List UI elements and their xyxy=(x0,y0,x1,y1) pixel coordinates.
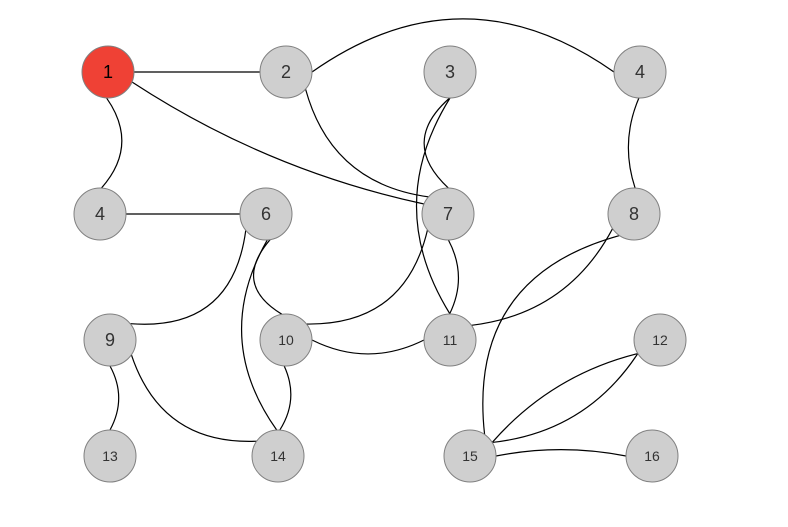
edge xyxy=(448,240,458,314)
edge xyxy=(492,354,638,443)
graph-node: 3 xyxy=(424,46,476,98)
node-label: 7 xyxy=(443,204,453,224)
edge xyxy=(132,82,424,204)
node-label: 4 xyxy=(635,62,645,82)
graph-node: 2 xyxy=(260,46,312,98)
edge xyxy=(306,89,429,197)
graph-node: 8 xyxy=(608,188,660,240)
edge xyxy=(131,355,256,442)
graph-node: 6 xyxy=(240,188,292,240)
nodes-layer: 12344678910111213141516 xyxy=(74,46,686,482)
node-label: 9 xyxy=(105,330,115,350)
graph-node: 15 xyxy=(444,430,496,482)
node-label: 13 xyxy=(102,448,118,464)
node-label: 10 xyxy=(278,332,294,348)
graph-node: 4 xyxy=(614,46,666,98)
graph-node: 13 xyxy=(84,430,136,482)
node-label: 14 xyxy=(270,448,286,464)
graph-node: 14 xyxy=(252,430,304,482)
node-label: 2 xyxy=(281,62,291,82)
node-label: 3 xyxy=(445,62,455,82)
graph-canvas: 12344678910111213141516 xyxy=(0,0,788,527)
node-label: 16 xyxy=(644,448,660,464)
edge xyxy=(254,240,282,315)
edge xyxy=(130,230,246,324)
edge xyxy=(101,98,121,188)
edge xyxy=(280,366,291,430)
edges-layer xyxy=(101,19,638,456)
edge xyxy=(312,340,424,354)
edge xyxy=(628,98,639,188)
edge xyxy=(307,230,428,324)
graph-node: 10 xyxy=(260,314,312,366)
node-label: 15 xyxy=(462,448,478,464)
node-label: 12 xyxy=(652,332,668,348)
graph-node: 7 xyxy=(422,188,474,240)
edge xyxy=(471,229,612,326)
graph-node: 9 xyxy=(84,314,136,366)
node-label: 4 xyxy=(95,204,105,224)
edge xyxy=(496,450,626,456)
node-label: 11 xyxy=(443,332,458,348)
edge xyxy=(110,366,119,430)
graph-node: 12 xyxy=(634,314,686,366)
edge xyxy=(492,354,638,443)
node-label: 1 xyxy=(103,62,113,82)
graph-node: 16 xyxy=(626,430,678,482)
node-label: 6 xyxy=(261,204,271,224)
node-label: 8 xyxy=(629,204,639,224)
graph-node: 4 xyxy=(74,188,126,240)
graph-node: 11 xyxy=(424,314,476,366)
graph-node: 1 xyxy=(82,46,134,98)
edge xyxy=(483,236,620,435)
